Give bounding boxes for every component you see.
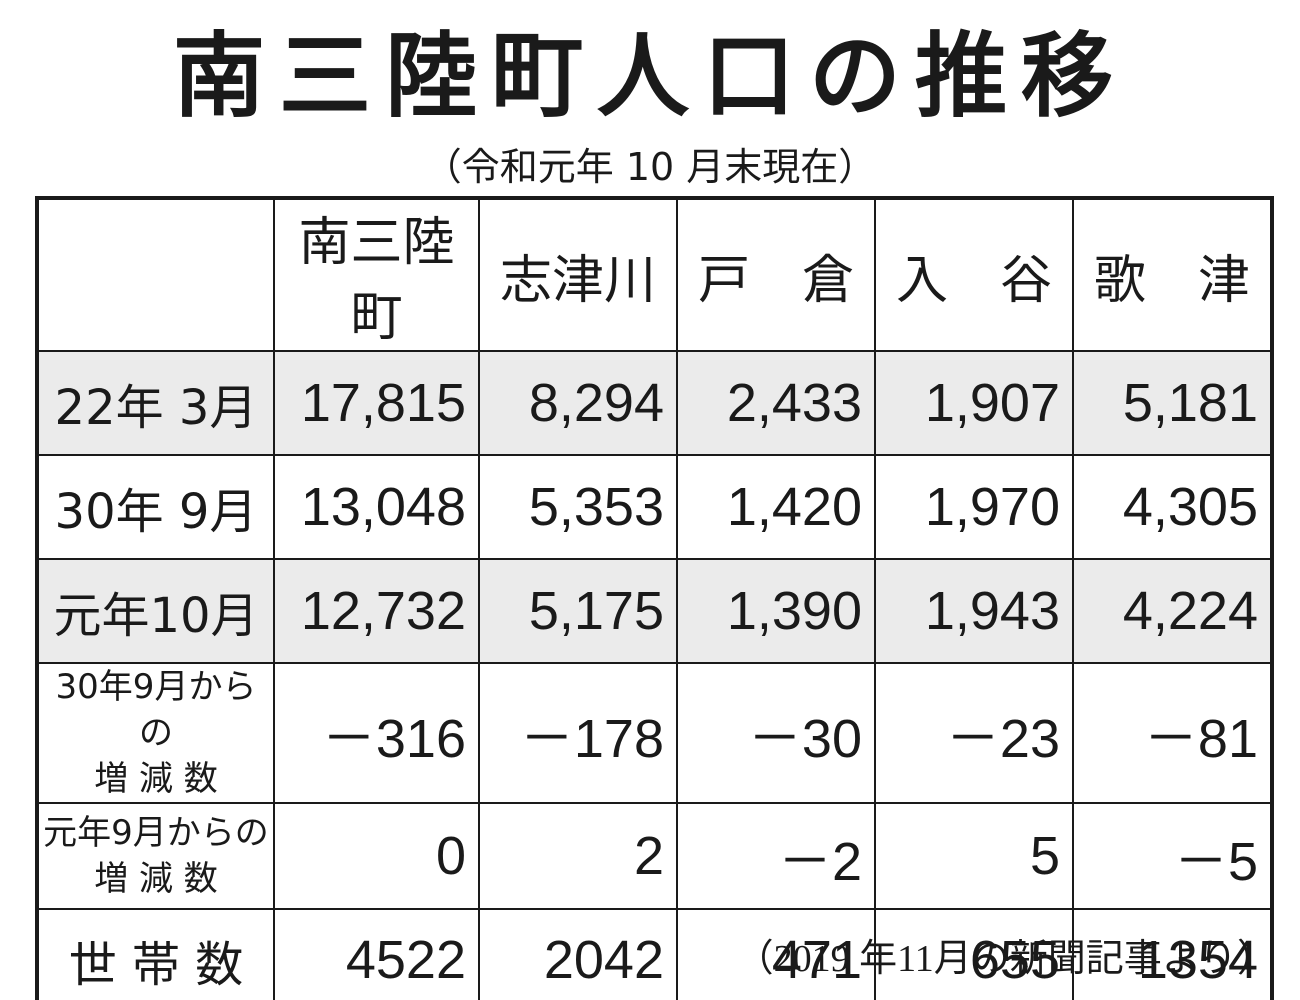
table-cell: －316 (273, 662, 480, 804)
row-label-line: 増 減 数 (94, 759, 218, 799)
table-cell: 1,420 (676, 454, 876, 560)
row-label: 元年10月 (36, 558, 275, 664)
table-cell: 1,970 (874, 454, 1074, 560)
table-row: 世 帯 数 4522 2042 471 655 1354 (36, 908, 1273, 1000)
column-header: 歌 津 (1072, 197, 1273, 352)
row-label: 元年9月からの増 減 数 (36, 802, 275, 910)
table-cell: 5,175 (478, 558, 678, 664)
table-row: 元年10月 12,732 5,175 1,390 1,943 4,224 (36, 558, 1273, 664)
source-note: （2019 年11月の新聞記事より） (735, 938, 1275, 980)
row-label: 世 帯 数 (36, 908, 275, 1000)
table-cell: －23 (874, 662, 1074, 804)
header-row: 南三陸町 志津川戸 倉入 谷歌 津 (36, 197, 1273, 352)
table-cell: 13,048 (273, 454, 480, 560)
table-cell: 0 (273, 802, 480, 910)
row-label: 30年 9月 (36, 454, 275, 560)
table-cell: 5 (874, 802, 1074, 910)
table-cell: 5,181 (1072, 350, 1273, 456)
subtitle: （令和元年 10 月末現在） (423, 145, 877, 189)
table-cell: 2,433 (676, 350, 876, 456)
table-cell: 1,907 (874, 350, 1074, 456)
table-cell: 1354 (1072, 908, 1273, 1000)
table-cell: 1,390 (676, 558, 876, 664)
table-cell: 1,943 (874, 558, 1074, 664)
column-header: 志津川 (478, 197, 678, 352)
table-cell: 5,353 (478, 454, 678, 560)
title: 南三陸町人口の推移 (172, 23, 1127, 130)
corner-cell (36, 197, 275, 352)
table-row: 30年9月からの増 減 数－316 －178 －30 －23 －81 (36, 662, 1273, 804)
row-label-line: 元年9月からの (43, 813, 269, 853)
table-cell: 4,224 (1072, 558, 1273, 664)
table-cell: －30 (676, 662, 876, 804)
row-label-line: 30年 9月 (54, 484, 258, 540)
table-row: 30年 9月 13,048 5,353 1,420 1,970 4,305 (36, 454, 1273, 560)
table-cell: 12,732 (273, 558, 480, 664)
table-cell: 4,305 (1072, 454, 1273, 560)
table-cell: 4522 (273, 908, 480, 1000)
table-cell: 655 (874, 908, 1074, 1000)
table-cell: 17,815 (273, 350, 480, 456)
table-cell: 2042 (478, 908, 678, 1000)
population-table: 南三陸町 志津川戸 倉入 谷歌 津 22年 3月 17,815 8,294 2,433 1… (35, 196, 1274, 1000)
row-label-line: 30年9月からの (55, 667, 257, 753)
table-cell: －2 (676, 802, 876, 910)
table-cell: －81 (1072, 662, 1273, 804)
column-header: 戸 倉 (676, 197, 876, 352)
column-header: 入 谷 (874, 197, 1074, 352)
row-label-line: 増 減 数 (94, 859, 218, 899)
row-label-line: 22年 3月 (54, 380, 258, 436)
table-cell: 8,294 (478, 350, 678, 456)
table-row: 22年 3月 17,815 8,294 2,433 1,907 5,181 (36, 350, 1273, 456)
table-cell: 471 (676, 908, 876, 1000)
row-label: 22年 3月 (36, 350, 275, 456)
row-label-line: 世 帯 数 (68, 937, 244, 993)
column-header: 南三陸町 (273, 197, 480, 352)
table-cell: －178 (478, 662, 678, 804)
row-label: 30年9月からの増 減 数 (36, 662, 275, 804)
table-row: 元年9月からの増 減 数 0 2 －2 5 －5 (36, 802, 1273, 910)
table-cell: －5 (1072, 802, 1273, 910)
table-cell: 2 (478, 802, 678, 910)
row-label-line: 元年10月 (53, 588, 259, 644)
